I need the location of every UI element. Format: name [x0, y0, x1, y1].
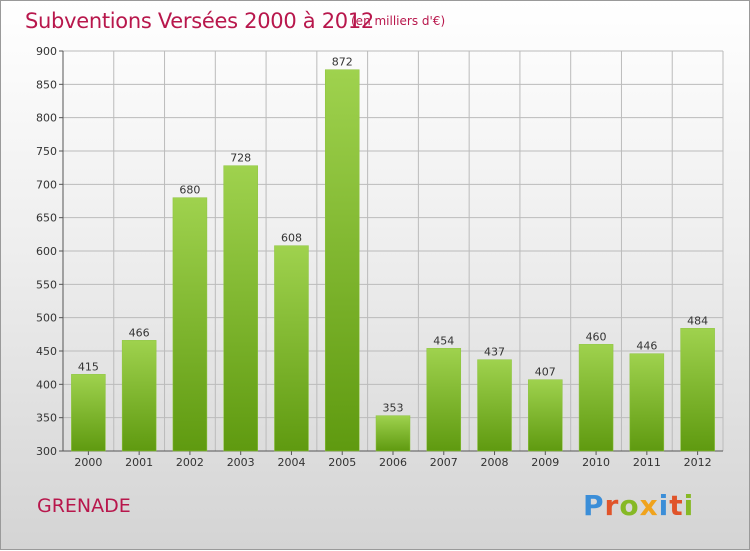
data-label: 454: [433, 334, 454, 347]
y-tick-label: 800: [36, 112, 57, 125]
x-tick-label: 2007: [430, 456, 458, 469]
bar-2006: [375, 415, 411, 452]
axes: [59, 50, 723, 455]
y-tick-label: 550: [36, 278, 57, 291]
chart-title: Subventions Versées 2000 à 2012: [25, 9, 374, 33]
y-tick-label: 450: [36, 345, 57, 358]
y-tick-label: 850: [36, 78, 57, 91]
bar-2009: [528, 379, 563, 452]
data-label: 484: [687, 314, 708, 327]
bar-2003: [223, 165, 258, 452]
x-tick-label: 2000: [74, 456, 102, 469]
x-tick-label: 2006: [379, 456, 407, 469]
chart-unit: (en milliers d'€): [351, 14, 446, 28]
x-tick-label: 2008: [481, 456, 509, 469]
y-tick-label: 350: [36, 412, 57, 425]
y-tick-label: 300: [36, 445, 57, 458]
data-label: 446: [636, 340, 657, 353]
y-tick-label: 500: [36, 312, 57, 325]
x-tick-label: 2012: [684, 456, 712, 469]
y-tick-label: 700: [36, 178, 57, 191]
bar-2012: [680, 328, 715, 452]
bars: [71, 69, 715, 452]
data-label: 353: [383, 402, 404, 415]
bar-2011: [629, 353, 665, 452]
bar-2001: [121, 340, 157, 452]
data-label: 680: [179, 184, 200, 197]
data-label: 460: [586, 330, 607, 343]
bar-2005: [324, 69, 360, 452]
data-label: 407: [535, 366, 556, 379]
bar-2007: [426, 348, 462, 452]
y-tick-label: 750: [36, 145, 57, 158]
x-tick-label: 2005: [328, 456, 356, 469]
data-label: 415: [78, 360, 99, 373]
x-tick-label: 2004: [277, 456, 305, 469]
data-label: 608: [281, 232, 302, 245]
commune-name: GRENADE: [37, 495, 131, 517]
x-tick-label: 2009: [531, 456, 559, 469]
data-label: 466: [129, 326, 150, 339]
y-tick-label: 400: [36, 378, 57, 391]
bar-2010: [578, 344, 614, 452]
proxiti-logo[interactable]: Proxiti: [583, 489, 695, 522]
bar-2002: [172, 197, 208, 452]
bar-2004: [274, 245, 309, 452]
labels: 300 350 400 450 500 550 600 650 700 750 800 850 900 2…: [36, 45, 712, 469]
x-tick-label: 2010: [582, 456, 610, 469]
x-tick-label: 2002: [176, 456, 204, 469]
bar-2000: [71, 374, 106, 452]
data-label: 728: [230, 152, 251, 165]
data-label: 437: [484, 346, 505, 359]
y-tick-label: 900: [36, 45, 57, 58]
x-tick-label: 2003: [227, 456, 255, 469]
x-tick-label: 2011: [633, 456, 661, 469]
bar-2008: [477, 359, 512, 452]
grid-lines: [62, 50, 724, 452]
data-label: 872: [332, 56, 353, 69]
y-tick-label: 650: [36, 212, 57, 225]
y-tick-label: 600: [36, 245, 57, 258]
x-tick-label: 2001: [125, 456, 153, 469]
